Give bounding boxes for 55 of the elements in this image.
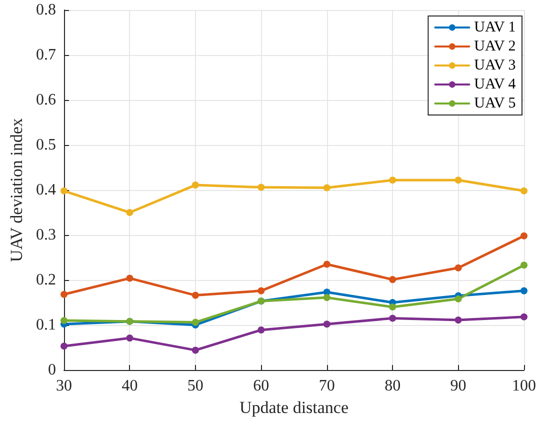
point (454, 316, 462, 324)
legend-label: UAV 3 (474, 58, 516, 74)
point (389, 176, 396, 184)
point (323, 184, 330, 192)
point (389, 314, 396, 322)
point (520, 262, 528, 269)
x-tick-label: 30 (56, 378, 72, 394)
point (60, 290, 68, 298)
x-tick-label: 70 (318, 378, 335, 394)
legend-label: UAV 4 (474, 76, 516, 92)
y-tick-label: 0.1 (36, 316, 56, 334)
point (192, 182, 199, 189)
point (192, 292, 199, 299)
point (258, 184, 265, 191)
y-tick-label: 0 (48, 362, 56, 378)
y-tick-label: 0.6 (36, 92, 56, 108)
x-tick-label: 100 (512, 378, 536, 394)
point (323, 260, 330, 268)
x-tick-label: 60 (253, 378, 270, 394)
point (60, 187, 68, 194)
point (454, 176, 462, 184)
point (192, 318, 199, 326)
point (389, 304, 396, 310)
x-axis-title: Update distance (239, 398, 349, 417)
y-tick-label: 0.8 (36, 2, 56, 18)
legend-label: UAV 5 (474, 96, 516, 112)
point (258, 287, 265, 294)
point (520, 232, 528, 240)
x-tick-label: 40 (122, 378, 138, 394)
point (126, 209, 134, 216)
legend-label: UAV 2 (474, 38, 516, 54)
point (60, 342, 68, 350)
y-tick-label: 0.7 (36, 46, 56, 64)
x-tick-label: 50 (187, 378, 204, 394)
y-tick-label: 0.3 (36, 226, 56, 244)
point (126, 274, 134, 282)
y-axis-title: UAV deviation index (7, 118, 26, 262)
point (454, 295, 462, 302)
point (323, 294, 330, 302)
point (454, 264, 462, 272)
point (192, 346, 199, 354)
point (60, 317, 68, 324)
point (323, 320, 330, 328)
y-tick-label: 0.5 (36, 136, 56, 154)
x-tick-label: 80 (384, 378, 401, 394)
point (389, 276, 396, 284)
x-tick-label: 90 (450, 378, 466, 394)
point (258, 326, 265, 334)
point (520, 187, 528, 194)
legend-label: UAV 1 (474, 20, 516, 36)
point (520, 287, 528, 294)
y-tick-label: 0.2 (36, 272, 56, 288)
point (520, 313, 528, 320)
y-tick-label: 0.4 (36, 182, 56, 198)
point (126, 334, 134, 342)
